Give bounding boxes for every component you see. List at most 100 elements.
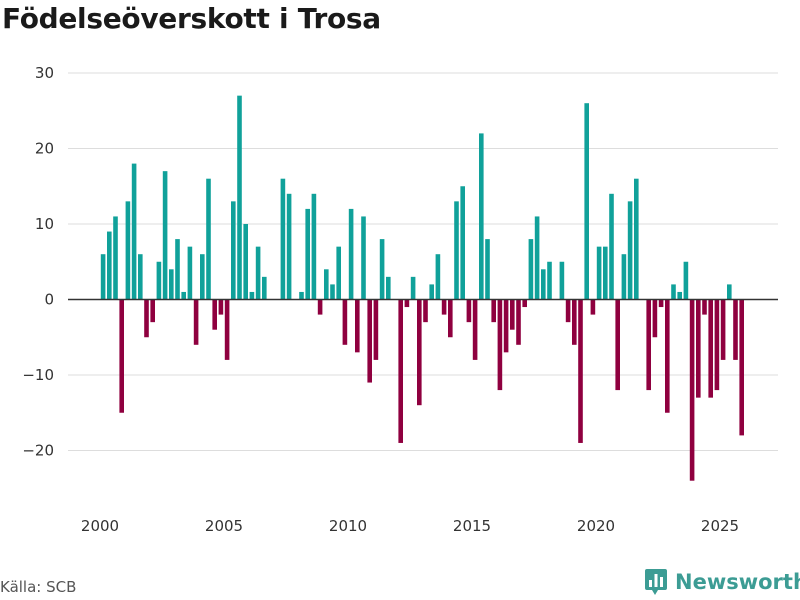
bar[interactable]	[361, 216, 366, 300]
bar[interactable]	[206, 178, 211, 300]
bar[interactable]	[324, 269, 329, 300]
bar[interactable]	[200, 254, 205, 300]
bar[interactable]	[330, 284, 335, 300]
bar[interactable]	[677, 291, 682, 300]
bar[interactable]	[417, 299, 422, 406]
bar[interactable]	[435, 254, 441, 300]
bar[interactable]	[237, 95, 242, 300]
bar[interactable]	[187, 246, 193, 300]
bar[interactable]	[429, 284, 434, 300]
bar[interactable]	[584, 103, 589, 300]
bar[interactable]	[162, 171, 168, 300]
bar[interactable]	[615, 299, 620, 391]
bar[interactable]	[727, 284, 732, 300]
bar[interactable]	[658, 299, 664, 308]
bar[interactable]	[702, 299, 707, 315]
bar[interactable]	[671, 284, 676, 300]
bar[interactable]	[336, 246, 341, 300]
bar[interactable]	[522, 299, 527, 308]
bar[interactable]	[386, 276, 391, 300]
bar[interactable]	[218, 299, 224, 315]
bar[interactable]	[547, 261, 552, 300]
bar[interactable]	[559, 261, 565, 300]
bar[interactable]	[243, 224, 248, 300]
bar[interactable]	[404, 299, 410, 308]
bar[interactable]	[448, 299, 453, 338]
bar[interactable]	[181, 291, 186, 300]
source-label: Källa: SCB	[0, 578, 77, 596]
bar[interactable]	[634, 178, 639, 300]
bar[interactable]	[646, 299, 651, 391]
bar[interactable]	[491, 299, 496, 323]
bar[interactable]	[541, 269, 546, 300]
bar[interactable]	[708, 299, 713, 398]
bar[interactable]	[249, 291, 255, 300]
bar[interactable]	[720, 299, 726, 360]
bar[interactable]	[472, 299, 478, 360]
bar[interactable]	[516, 299, 521, 345]
bar[interactable]	[299, 291, 304, 300]
bar[interactable]	[342, 299, 348, 345]
bar[interactable]	[578, 299, 583, 443]
bar[interactable]	[410, 276, 416, 300]
bar[interactable]	[150, 299, 155, 323]
bar[interactable]	[212, 299, 217, 330]
bar[interactable]	[503, 299, 509, 353]
bar[interactable]	[603, 246, 608, 300]
bar[interactable]	[423, 299, 428, 323]
bar[interactable]	[379, 239, 385, 300]
bar[interactable]	[572, 299, 577, 345]
bar[interactable]	[262, 276, 267, 300]
bar[interactable]	[510, 299, 515, 330]
bar[interactable]	[373, 299, 379, 360]
bar[interactable]	[119, 299, 124, 413]
bar[interactable]	[231, 201, 236, 300]
bar[interactable]	[441, 299, 447, 315]
bar[interactable]	[286, 193, 292, 300]
bar[interactable]	[460, 186, 465, 300]
bar[interactable]	[627, 201, 633, 300]
bar[interactable]	[367, 299, 372, 383]
bar[interactable]	[280, 178, 286, 300]
bar[interactable]	[131, 163, 137, 300]
bar[interactable]	[113, 216, 118, 300]
bar[interactable]	[255, 246, 261, 300]
bar[interactable]	[733, 299, 738, 360]
bar[interactable]	[466, 299, 472, 323]
bar[interactable]	[528, 239, 534, 300]
bar[interactable]	[683, 261, 689, 300]
bar[interactable]	[479, 133, 484, 300]
bar[interactable]	[454, 201, 459, 300]
bar[interactable]	[565, 299, 571, 323]
bar[interactable]	[696, 299, 701, 398]
bar[interactable]	[355, 299, 360, 353]
bar[interactable]	[534, 216, 540, 300]
bar[interactable]	[348, 208, 354, 300]
bar[interactable]	[100, 254, 106, 300]
bar[interactable]	[311, 193, 317, 300]
bar[interactable]	[497, 299, 503, 391]
bar[interactable]	[590, 299, 596, 315]
bar[interactable]	[665, 299, 670, 413]
bar[interactable]	[739, 299, 744, 436]
bar[interactable]	[125, 201, 131, 300]
bar[interactable]	[144, 299, 149, 338]
brand-logo[interactable]: Newsworthy	[644, 568, 800, 596]
bar[interactable]	[609, 193, 614, 300]
bar[interactable]	[714, 299, 720, 391]
bar[interactable]	[596, 246, 602, 300]
bar[interactable]	[224, 299, 230, 360]
bar[interactable]	[156, 261, 162, 300]
bar[interactable]	[689, 299, 695, 481]
bar[interactable]	[485, 239, 490, 300]
bar[interactable]	[175, 239, 180, 300]
bar[interactable]	[305, 208, 310, 300]
bar[interactable]	[169, 269, 174, 300]
bar[interactable]	[398, 299, 403, 443]
bar[interactable]	[652, 299, 658, 338]
bar[interactable]	[138, 254, 143, 300]
bar[interactable]	[107, 231, 112, 300]
bar[interactable]	[317, 299, 323, 315]
bar[interactable]	[621, 254, 627, 300]
bar[interactable]	[193, 299, 199, 345]
